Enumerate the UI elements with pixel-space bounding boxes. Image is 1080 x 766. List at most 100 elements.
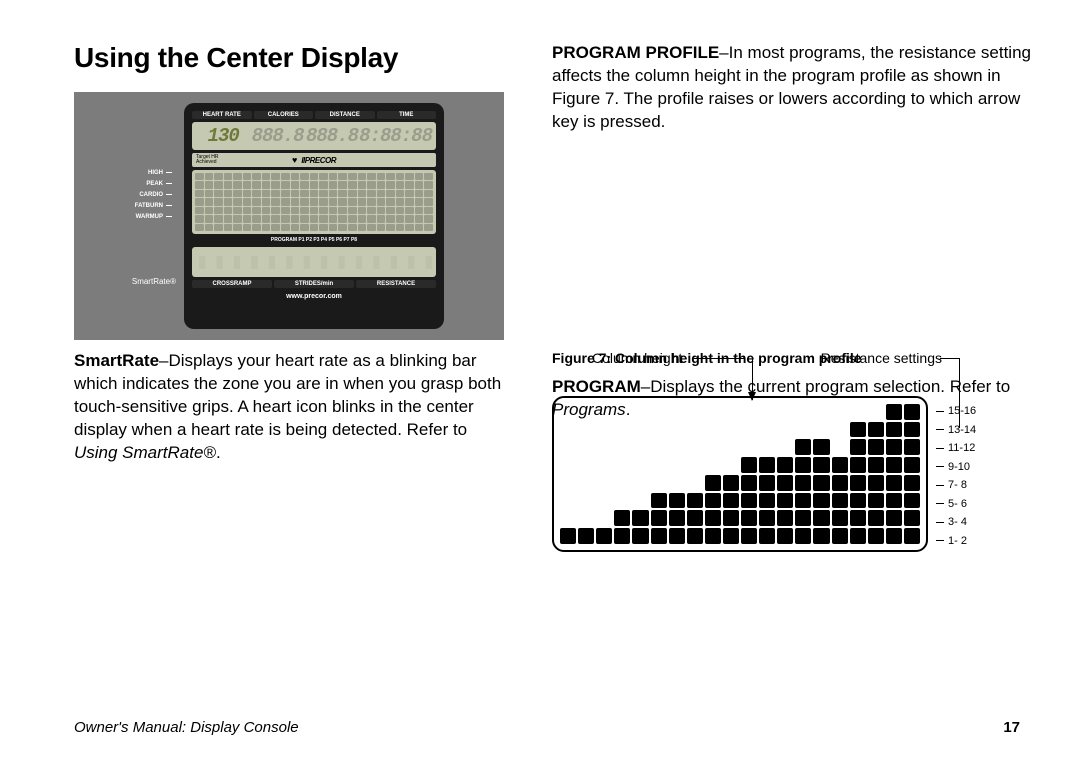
alpha-segment: ▮ bbox=[387, 249, 397, 275]
console-top-headers: HEART RATECALORIESDISTANCETIME bbox=[192, 111, 436, 119]
profile-cell-on bbox=[578, 528, 594, 544]
profile-cell-on bbox=[723, 475, 739, 491]
matrix-dot bbox=[271, 215, 280, 222]
profile-cell-off bbox=[632, 422, 648, 438]
profile-cell-off bbox=[614, 404, 630, 420]
profile-cell-off bbox=[813, 422, 829, 438]
matrix-dot bbox=[300, 173, 309, 180]
matrix-dot bbox=[386, 181, 395, 188]
profile-cell-off bbox=[560, 475, 576, 491]
profile-cell-off bbox=[687, 422, 703, 438]
profile-cell-on bbox=[632, 510, 648, 526]
target-hr-text: Target HR Achieved bbox=[196, 155, 219, 165]
profile-cell-off bbox=[705, 439, 721, 455]
matrix-dot bbox=[291, 190, 300, 197]
matrix-dot bbox=[300, 215, 309, 222]
matrix-dot bbox=[367, 215, 376, 222]
profile-cell-off bbox=[832, 439, 848, 455]
profile-cell-on bbox=[669, 510, 685, 526]
bottom-labels-row: CROSSRAMPSTRIDES/minRESISTANCE bbox=[192, 280, 436, 288]
profile-cell-off bbox=[741, 422, 757, 438]
matrix-dot bbox=[281, 207, 290, 214]
matrix-dot bbox=[415, 215, 424, 222]
profile-cell-off bbox=[651, 422, 667, 438]
profile-cell-on bbox=[795, 439, 811, 455]
profile-cell-off bbox=[596, 510, 612, 526]
matrix-dot bbox=[291, 215, 300, 222]
page-title: Using the Center Display bbox=[74, 42, 504, 74]
profile-cell-on bbox=[868, 510, 884, 526]
profile-cell-on bbox=[904, 457, 920, 473]
tick-mark bbox=[936, 429, 944, 430]
profile-cell-off bbox=[560, 457, 576, 473]
matrix-dot bbox=[300, 207, 309, 214]
matrix-dot bbox=[348, 173, 357, 180]
profile-cell-on bbox=[651, 528, 667, 544]
profile-cell-on bbox=[904, 404, 920, 420]
profile-cell-off bbox=[578, 404, 594, 420]
p-bold: PROGRAM bbox=[552, 377, 641, 396]
matrix-dot bbox=[358, 181, 367, 188]
matrix-dot bbox=[243, 190, 252, 197]
tick-mark bbox=[936, 411, 944, 412]
matrix-dot bbox=[195, 215, 204, 222]
profile-cell-on bbox=[813, 528, 829, 544]
resistance-tick: 1- 2 bbox=[936, 535, 976, 547]
resistance-scale: 15-1613-1411-129-107- 85- 63- 41- 2 bbox=[936, 402, 976, 550]
profile-cell-off bbox=[850, 404, 866, 420]
alpha-segment: ▮ bbox=[265, 249, 275, 275]
profile-cell-on bbox=[886, 457, 902, 473]
matrix-dot bbox=[338, 198, 347, 205]
profile-cell-off bbox=[669, 404, 685, 420]
console-bottom-label: CROSSRAMP bbox=[192, 280, 272, 288]
matrix-dot bbox=[205, 207, 214, 214]
profile-cell-on bbox=[614, 528, 630, 544]
profile-cell-on bbox=[832, 510, 848, 526]
profile-cell-on bbox=[632, 528, 648, 544]
matrix-dot bbox=[377, 207, 386, 214]
profile-cell-on bbox=[687, 493, 703, 509]
profile-cell-off bbox=[578, 510, 594, 526]
alpha-segment: ▮ bbox=[213, 249, 223, 275]
tick-mark bbox=[936, 466, 944, 467]
matrix-dot bbox=[358, 190, 367, 197]
resistance-value: 1- 2 bbox=[948, 535, 967, 547]
profile-cell-off bbox=[669, 422, 685, 438]
matrix-dot bbox=[262, 198, 271, 205]
lcd-heartrate-value: 130 bbox=[196, 125, 250, 147]
profile-cell-off bbox=[832, 422, 848, 438]
figure7-diagram: Column height Resistance settings 15-161… bbox=[552, 350, 1032, 366]
console-figure: HIGHPEAKCARDIOFATBURNWARMUP SmartRate® H… bbox=[74, 92, 504, 340]
matrix-dot bbox=[300, 224, 309, 231]
matrix-dot bbox=[424, 190, 433, 197]
profile-cell-off bbox=[578, 493, 594, 509]
matrix-dot bbox=[405, 173, 414, 180]
diagram-callout-labels: Column height Resistance settings bbox=[552, 350, 1032, 366]
profile-cell-off bbox=[777, 422, 793, 438]
profile-cell-on bbox=[813, 439, 829, 455]
alpha-segment: ▮ bbox=[248, 249, 258, 275]
profile-cell-on bbox=[813, 493, 829, 509]
matrix-dot bbox=[310, 190, 319, 197]
matrix-dot bbox=[377, 173, 386, 180]
profile-cell-off bbox=[777, 439, 793, 455]
matrix-dot bbox=[367, 198, 376, 205]
profile-cell-off bbox=[614, 493, 630, 509]
profile-cell-off bbox=[687, 457, 703, 473]
tick-mark bbox=[936, 485, 944, 486]
console-url: www.precor.com bbox=[192, 291, 436, 300]
matrix-dot bbox=[310, 224, 319, 231]
matrix-dot bbox=[319, 215, 328, 222]
matrix-dot bbox=[281, 224, 290, 231]
matrix-dot bbox=[243, 207, 252, 214]
page-footer: Owner's Manual: Display Console 17 bbox=[74, 713, 1020, 736]
matrix-dot bbox=[348, 215, 357, 222]
profile-cell-off bbox=[795, 404, 811, 420]
console-header-cell: TIME bbox=[377, 111, 437, 119]
matrix-dot bbox=[377, 215, 386, 222]
profile-cell-off bbox=[777, 404, 793, 420]
matrix-dot bbox=[271, 181, 280, 188]
matrix-dot bbox=[233, 198, 242, 205]
smartrate-paragraph: SmartRate–Displays your heart rate as a … bbox=[74, 350, 504, 465]
profile-cell-on bbox=[651, 510, 667, 526]
